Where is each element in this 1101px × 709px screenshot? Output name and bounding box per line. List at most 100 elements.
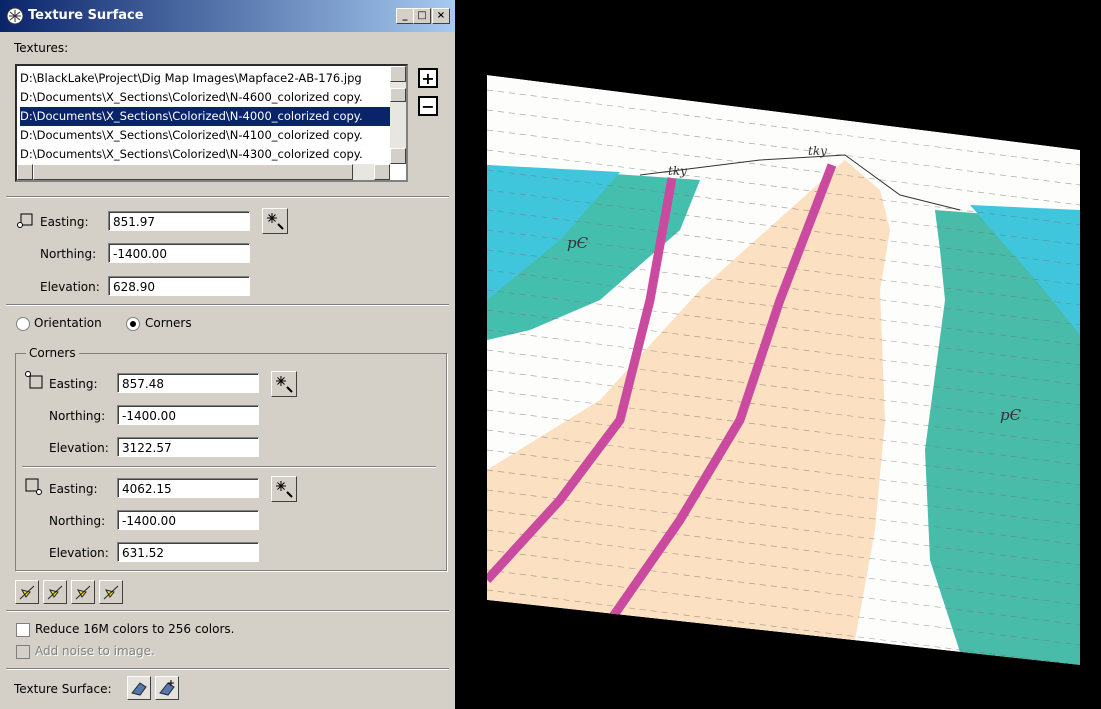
grid-line xyxy=(487,329,1080,406)
grid-line xyxy=(487,589,1080,665)
orientation-radio[interactable] xyxy=(16,317,30,331)
elevation-label: Elevation: xyxy=(49,546,109,560)
map-label: pЄ xyxy=(1000,406,1022,424)
v-scrollbar[interactable] xyxy=(390,66,406,164)
grid-line xyxy=(487,549,1080,626)
grid-line xyxy=(487,469,1080,546)
texture-surface-add-button[interactable] xyxy=(155,676,179,700)
texture-item[interactable]: D:\Documents\X_Sections\Colorized\N-4300… xyxy=(20,147,363,161)
textures-label: Textures: xyxy=(14,41,69,55)
elevation-input[interactable]: 628.90 xyxy=(108,276,250,296)
map-label: pЄ xyxy=(567,234,589,252)
map-label: tky xyxy=(668,164,687,178)
easting-label: Easting: xyxy=(49,482,98,496)
elevation-label: Elevation: xyxy=(40,280,100,294)
corners-label: Corners xyxy=(145,316,192,330)
texture-surface-label: Texture Surface: xyxy=(14,682,112,696)
northing-label: Northing: xyxy=(40,247,97,261)
scroll-right[interactable] xyxy=(374,164,390,180)
elevation-input[interactable]: 631.52 xyxy=(117,542,259,562)
corner-button[interactable] xyxy=(43,580,67,604)
corner-button[interactable] xyxy=(71,580,95,604)
scroll-thumb[interactable] xyxy=(390,88,406,102)
scroll-down[interactable] xyxy=(390,148,406,164)
easting-input[interactable]: 857.48 xyxy=(117,373,259,393)
texture-item[interactable]: D:\Documents\X_Sections\Colorized\N-4000… xyxy=(20,107,392,126)
topography xyxy=(639,154,961,211)
scroll-thumb-h[interactable] xyxy=(33,164,353,180)
corners-group-title: Corners xyxy=(26,346,79,360)
scroll-up[interactable] xyxy=(390,66,406,82)
grid-line xyxy=(487,489,1080,566)
pick-button[interactable] xyxy=(271,371,297,397)
grid-line xyxy=(487,509,1080,586)
remove-texture-button[interactable]: − xyxy=(418,96,438,116)
noise-checkbox xyxy=(16,645,30,659)
h-scrollbar[interactable] xyxy=(17,164,390,180)
pick-button[interactable] xyxy=(271,476,297,502)
teal-unit xyxy=(925,210,1080,665)
easting-input[interactable]: 4062.15 xyxy=(117,478,259,498)
grid-line xyxy=(487,189,1080,266)
grid-line xyxy=(487,429,1080,506)
separator xyxy=(6,668,449,670)
app-icon xyxy=(6,7,24,25)
grid-line xyxy=(487,129,1080,206)
separator xyxy=(6,196,449,198)
northing-input[interactable]: -1400.00 xyxy=(108,243,250,263)
grid-line xyxy=(487,269,1080,346)
texture-item[interactable]: D:\Documents\X_Sections\Colorized\N-4100… xyxy=(20,128,363,142)
add-texture-button[interactable]: + xyxy=(418,68,438,88)
maximize-button[interactable]: □ xyxy=(413,8,431,24)
northing-input[interactable]: -1400.00 xyxy=(117,405,259,425)
upper-corner-icon xyxy=(25,371,43,389)
cyan-unit xyxy=(487,165,620,300)
dialog: Texture Surface _ □ × Textures: D:\Docum… xyxy=(0,0,455,709)
easting-input[interactable]: 851.97 xyxy=(108,211,250,231)
grid-line xyxy=(487,169,1080,246)
grid-line xyxy=(487,529,1080,606)
texture-surface-button[interactable] xyxy=(127,676,151,700)
corner-button[interactable] xyxy=(99,580,123,604)
close-button[interactable]: × xyxy=(432,8,450,24)
origin-icon xyxy=(17,213,33,228)
grid-line xyxy=(487,369,1080,446)
easting-label: Easting: xyxy=(49,377,98,391)
easting-label: Easting: xyxy=(40,215,89,229)
separator xyxy=(6,304,449,306)
grid-line xyxy=(487,289,1080,366)
grid-line xyxy=(487,209,1080,286)
noise-label: Add noise to image. xyxy=(35,644,155,658)
corner-button[interactable] xyxy=(15,580,39,604)
lower-corner-icon xyxy=(25,478,42,495)
elevation-label: Elevation: xyxy=(49,441,109,455)
northing-input[interactable]: -1400.00 xyxy=(117,510,259,530)
grid-line xyxy=(487,149,1080,226)
corners-radio[interactable] xyxy=(126,317,140,331)
northing-label: Northing: xyxy=(49,514,106,528)
northing-label: Northing: xyxy=(49,409,106,423)
grid-line xyxy=(487,89,1080,166)
title-bar: Texture Surface _ □ × xyxy=(0,0,455,32)
texture-item[interactable]: D:\BlackLake\Project\Dig Map Images\Mapf… xyxy=(20,71,362,85)
elevation-input[interactable]: 3122.57 xyxy=(117,437,259,457)
texture-list[interactable]: D:\Documents\X_Sections\Colorized\N-4300… xyxy=(15,64,408,182)
dike xyxy=(487,177,677,584)
reduce-checkbox[interactable] xyxy=(16,623,30,637)
minimize-button[interactable]: _ xyxy=(396,8,414,24)
separator xyxy=(22,466,436,468)
texture-item[interactable]: D:\Documents\X_Sections\Colorized\N-4600… xyxy=(20,90,363,104)
grid-line xyxy=(487,349,1080,426)
separator xyxy=(6,610,449,612)
grid-line xyxy=(487,229,1080,306)
scroll-left[interactable] xyxy=(17,164,33,180)
cyan-unit xyxy=(970,205,1080,335)
grid-line xyxy=(487,309,1080,386)
map-label: tky xyxy=(808,144,827,158)
pick-button[interactable] xyxy=(262,208,288,234)
dike xyxy=(608,163,837,621)
grid-line xyxy=(487,389,1080,466)
window-title: Texture Surface xyxy=(28,8,144,23)
